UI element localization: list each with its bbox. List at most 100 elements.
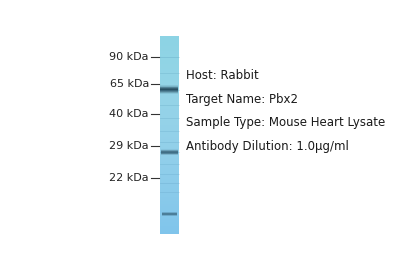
Bar xyxy=(160,220,179,221)
Text: Host: Rabbit: Host: Rabbit xyxy=(186,69,259,82)
Bar xyxy=(160,196,179,197)
Bar xyxy=(160,69,179,70)
Bar xyxy=(160,138,179,139)
Bar xyxy=(160,118,179,119)
Bar xyxy=(160,123,179,124)
Bar xyxy=(160,83,179,84)
Bar xyxy=(160,92,179,93)
Bar xyxy=(160,187,179,188)
Text: 29 kDa: 29 kDa xyxy=(109,141,149,151)
Text: Target Name: Pbx2: Target Name: Pbx2 xyxy=(186,93,298,106)
Bar xyxy=(160,139,179,140)
Bar xyxy=(161,153,178,154)
Bar xyxy=(160,93,178,94)
Bar xyxy=(160,231,179,233)
Bar xyxy=(160,91,179,92)
Bar xyxy=(160,74,179,75)
Bar xyxy=(160,227,179,229)
Bar xyxy=(160,46,179,47)
Bar xyxy=(160,194,179,195)
Bar xyxy=(160,128,179,129)
Bar xyxy=(160,147,179,148)
Bar xyxy=(160,135,179,136)
Bar xyxy=(160,172,179,173)
Bar xyxy=(160,212,179,213)
Bar xyxy=(160,114,179,115)
Bar xyxy=(160,197,179,198)
Bar xyxy=(160,183,179,184)
Bar xyxy=(160,51,179,52)
Bar xyxy=(160,37,179,38)
Bar xyxy=(160,87,178,88)
Bar xyxy=(160,88,179,89)
Bar xyxy=(160,125,179,126)
Bar xyxy=(160,184,179,185)
Bar xyxy=(160,126,179,127)
Bar xyxy=(160,58,179,59)
Bar xyxy=(160,159,179,160)
Bar xyxy=(160,111,179,112)
Bar xyxy=(160,146,179,147)
Bar xyxy=(160,96,179,97)
Bar xyxy=(160,73,179,74)
Bar xyxy=(160,116,179,117)
Bar xyxy=(160,70,179,71)
Bar xyxy=(160,182,179,183)
Bar xyxy=(160,59,179,60)
Bar xyxy=(160,144,179,145)
Bar xyxy=(160,199,179,200)
Bar xyxy=(160,85,178,86)
Bar xyxy=(160,61,179,62)
Bar xyxy=(161,154,178,155)
Bar xyxy=(160,168,179,169)
Bar xyxy=(160,65,179,66)
Bar xyxy=(160,106,179,107)
Bar xyxy=(160,94,179,95)
Bar xyxy=(160,163,179,164)
Bar xyxy=(160,87,179,88)
Bar xyxy=(160,60,179,61)
Bar xyxy=(161,152,178,153)
Bar xyxy=(160,57,179,58)
Bar xyxy=(160,89,179,91)
Bar xyxy=(160,84,179,85)
Bar xyxy=(160,216,179,217)
Bar xyxy=(160,117,179,118)
Bar xyxy=(160,223,179,224)
Bar xyxy=(160,78,179,80)
Bar xyxy=(160,99,179,100)
Bar xyxy=(160,115,179,116)
Text: 90 kDa: 90 kDa xyxy=(109,52,149,62)
Bar xyxy=(160,207,179,208)
Bar xyxy=(160,206,179,207)
Bar xyxy=(160,185,179,186)
Bar xyxy=(160,113,179,114)
Bar xyxy=(160,130,179,131)
Bar xyxy=(160,49,179,50)
Text: 22 kDa: 22 kDa xyxy=(109,173,149,183)
Bar xyxy=(160,186,179,187)
Bar xyxy=(160,110,179,111)
Bar xyxy=(160,158,179,159)
Bar xyxy=(160,193,179,194)
Bar xyxy=(161,151,178,152)
Bar xyxy=(160,54,179,55)
Bar xyxy=(160,50,179,51)
Bar xyxy=(160,215,179,216)
Bar xyxy=(160,221,179,222)
Bar xyxy=(160,56,179,57)
Bar xyxy=(160,200,179,201)
Bar xyxy=(160,152,179,153)
Bar xyxy=(160,52,179,53)
Text: 65 kDa: 65 kDa xyxy=(110,80,149,89)
Bar xyxy=(160,88,178,89)
Bar xyxy=(160,38,179,39)
Bar xyxy=(160,102,179,103)
Bar xyxy=(160,218,179,219)
Bar xyxy=(160,205,179,206)
Bar xyxy=(160,189,179,190)
Bar xyxy=(160,179,179,180)
Bar xyxy=(160,92,178,93)
Bar xyxy=(160,169,179,170)
Bar xyxy=(160,148,179,149)
